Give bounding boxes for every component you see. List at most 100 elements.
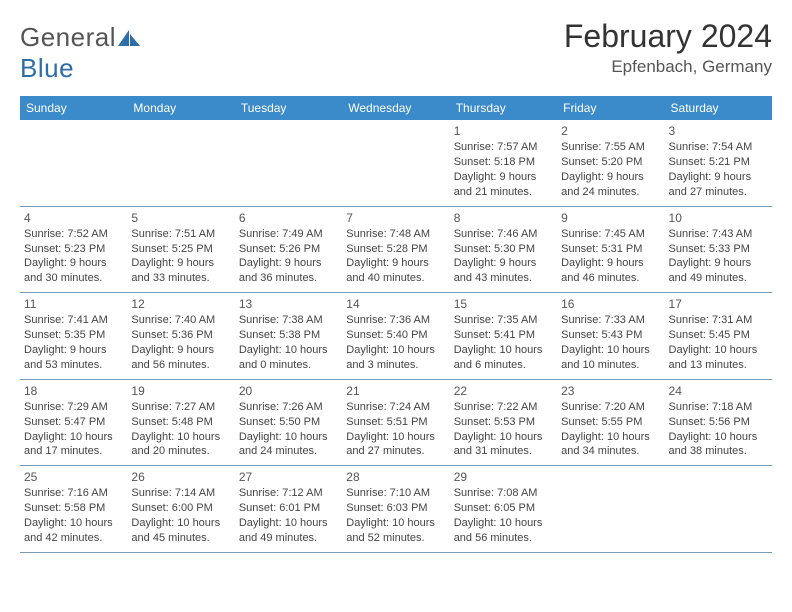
sunrise-line: Sunrise: 7:52 AM	[24, 227, 123, 242]
sunset-line: Sunset: 6:05 PM	[454, 501, 553, 516]
daylight-line: and 45 minutes.	[131, 531, 230, 546]
sunset-line: Sunset: 5:43 PM	[561, 328, 660, 343]
daylight-line: and 56 minutes.	[131, 358, 230, 373]
brand-text: General Blue	[20, 22, 140, 84]
daylight-line: Daylight: 9 hours	[454, 256, 553, 271]
day-number: 5	[131, 210, 230, 226]
calendar-row: 1Sunrise: 7:57 AMSunset: 5:18 PMDaylight…	[20, 120, 772, 206]
calendar-cell: 15Sunrise: 7:35 AMSunset: 5:41 PMDayligh…	[450, 293, 557, 380]
daylight-line: and 34 minutes.	[561, 444, 660, 459]
daylight-line: and 43 minutes.	[454, 271, 553, 286]
calendar-cell	[20, 120, 127, 206]
daylight-line: Daylight: 10 hours	[131, 516, 230, 531]
calendar-cell: 25Sunrise: 7:16 AMSunset: 5:58 PMDayligh…	[20, 466, 127, 553]
calendar-cell: 18Sunrise: 7:29 AMSunset: 5:47 PMDayligh…	[20, 379, 127, 466]
calendar-row: 4Sunrise: 7:52 AMSunset: 5:23 PMDaylight…	[20, 206, 772, 293]
daylight-line: and 27 minutes.	[346, 444, 445, 459]
day-number: 7	[346, 210, 445, 226]
day-number: 24	[669, 383, 768, 399]
day-number: 1	[454, 123, 553, 139]
daylight-line: and 40 minutes.	[346, 271, 445, 286]
sunset-line: Sunset: 5:28 PM	[346, 242, 445, 257]
sunrise-line: Sunrise: 7:35 AM	[454, 313, 553, 328]
location-label: Epfenbach, Germany	[564, 57, 772, 77]
daylight-line: and 6 minutes.	[454, 358, 553, 373]
day-number: 16	[561, 296, 660, 312]
daylight-line: and 46 minutes.	[561, 271, 660, 286]
daylight-line: and 3 minutes.	[346, 358, 445, 373]
calendar-body: 1Sunrise: 7:57 AMSunset: 5:18 PMDaylight…	[20, 120, 772, 552]
weekday-header: Friday	[557, 96, 664, 120]
daylight-line: Daylight: 10 hours	[24, 430, 123, 445]
daylight-line: and 42 minutes.	[24, 531, 123, 546]
sunrise-line: Sunrise: 7:43 AM	[669, 227, 768, 242]
sunset-line: Sunset: 5:38 PM	[239, 328, 338, 343]
weekday-header: Saturday	[665, 96, 772, 120]
sunset-line: Sunset: 6:01 PM	[239, 501, 338, 516]
daylight-line: Daylight: 10 hours	[239, 343, 338, 358]
calendar-cell: 3Sunrise: 7:54 AMSunset: 5:21 PMDaylight…	[665, 120, 772, 206]
weekday-header: Wednesday	[342, 96, 449, 120]
day-number: 22	[454, 383, 553, 399]
sunrise-line: Sunrise: 7:14 AM	[131, 486, 230, 501]
sunset-line: Sunset: 5:45 PM	[669, 328, 768, 343]
day-number: 2	[561, 123, 660, 139]
weekday-header: Sunday	[20, 96, 127, 120]
daylight-line: Daylight: 10 hours	[346, 430, 445, 445]
sunset-line: Sunset: 5:25 PM	[131, 242, 230, 257]
sunrise-line: Sunrise: 7:40 AM	[131, 313, 230, 328]
daylight-line: Daylight: 10 hours	[561, 343, 660, 358]
calendar-cell: 24Sunrise: 7:18 AMSunset: 5:56 PMDayligh…	[665, 379, 772, 466]
daylight-line: Daylight: 9 hours	[131, 256, 230, 271]
daylight-line: Daylight: 10 hours	[131, 430, 230, 445]
day-number: 17	[669, 296, 768, 312]
calendar-cell: 19Sunrise: 7:27 AMSunset: 5:48 PMDayligh…	[127, 379, 234, 466]
calendar-cell: 1Sunrise: 7:57 AMSunset: 5:18 PMDaylight…	[450, 120, 557, 206]
day-number: 26	[131, 469, 230, 485]
day-number: 27	[239, 469, 338, 485]
calendar-cell: 28Sunrise: 7:10 AMSunset: 6:03 PMDayligh…	[342, 466, 449, 553]
sunrise-line: Sunrise: 7:46 AM	[454, 227, 553, 242]
daylight-line: Daylight: 10 hours	[669, 343, 768, 358]
calendar-cell: 6Sunrise: 7:49 AMSunset: 5:26 PMDaylight…	[235, 206, 342, 293]
daylight-line: Daylight: 10 hours	[346, 516, 445, 531]
sunrise-line: Sunrise: 7:08 AM	[454, 486, 553, 501]
calendar-cell: 9Sunrise: 7:45 AMSunset: 5:31 PMDaylight…	[557, 206, 664, 293]
day-number: 25	[24, 469, 123, 485]
calendar-cell	[235, 120, 342, 206]
sunrise-line: Sunrise: 7:26 AM	[239, 400, 338, 415]
day-number: 28	[346, 469, 445, 485]
sunrise-line: Sunrise: 7:27 AM	[131, 400, 230, 415]
sunrise-line: Sunrise: 7:48 AM	[346, 227, 445, 242]
daylight-line: Daylight: 10 hours	[561, 430, 660, 445]
calendar-cell: 8Sunrise: 7:46 AMSunset: 5:30 PMDaylight…	[450, 206, 557, 293]
day-number: 20	[239, 383, 338, 399]
sunset-line: Sunset: 5:21 PM	[669, 155, 768, 170]
calendar-cell	[665, 466, 772, 553]
sunset-line: Sunset: 5:23 PM	[24, 242, 123, 257]
sunset-line: Sunset: 5:40 PM	[346, 328, 445, 343]
day-number: 14	[346, 296, 445, 312]
day-number: 21	[346, 383, 445, 399]
daylight-line: Daylight: 10 hours	[454, 516, 553, 531]
day-number: 19	[131, 383, 230, 399]
calendar-cell: 2Sunrise: 7:55 AMSunset: 5:20 PMDaylight…	[557, 120, 664, 206]
sunset-line: Sunset: 5:41 PM	[454, 328, 553, 343]
daylight-line: and 49 minutes.	[239, 531, 338, 546]
daylight-line: Daylight: 10 hours	[346, 343, 445, 358]
sunset-line: Sunset: 5:51 PM	[346, 415, 445, 430]
sunrise-line: Sunrise: 7:41 AM	[24, 313, 123, 328]
daylight-line: Daylight: 9 hours	[561, 170, 660, 185]
calendar-cell: 11Sunrise: 7:41 AMSunset: 5:35 PMDayligh…	[20, 293, 127, 380]
calendar-cell: 13Sunrise: 7:38 AMSunset: 5:38 PMDayligh…	[235, 293, 342, 380]
header: General Blue February 2024 Epfenbach, Ge…	[20, 18, 772, 84]
daylight-line: Daylight: 9 hours	[131, 343, 230, 358]
sunset-line: Sunset: 5:53 PM	[454, 415, 553, 430]
daylight-line: and 13 minutes.	[669, 358, 768, 373]
calendar-row: 11Sunrise: 7:41 AMSunset: 5:35 PMDayligh…	[20, 293, 772, 380]
daylight-line: Daylight: 9 hours	[669, 256, 768, 271]
day-number: 10	[669, 210, 768, 226]
daylight-line: Daylight: 10 hours	[239, 430, 338, 445]
calendar-cell: 26Sunrise: 7:14 AMSunset: 6:00 PMDayligh…	[127, 466, 234, 553]
calendar-cell: 20Sunrise: 7:26 AMSunset: 5:50 PMDayligh…	[235, 379, 342, 466]
